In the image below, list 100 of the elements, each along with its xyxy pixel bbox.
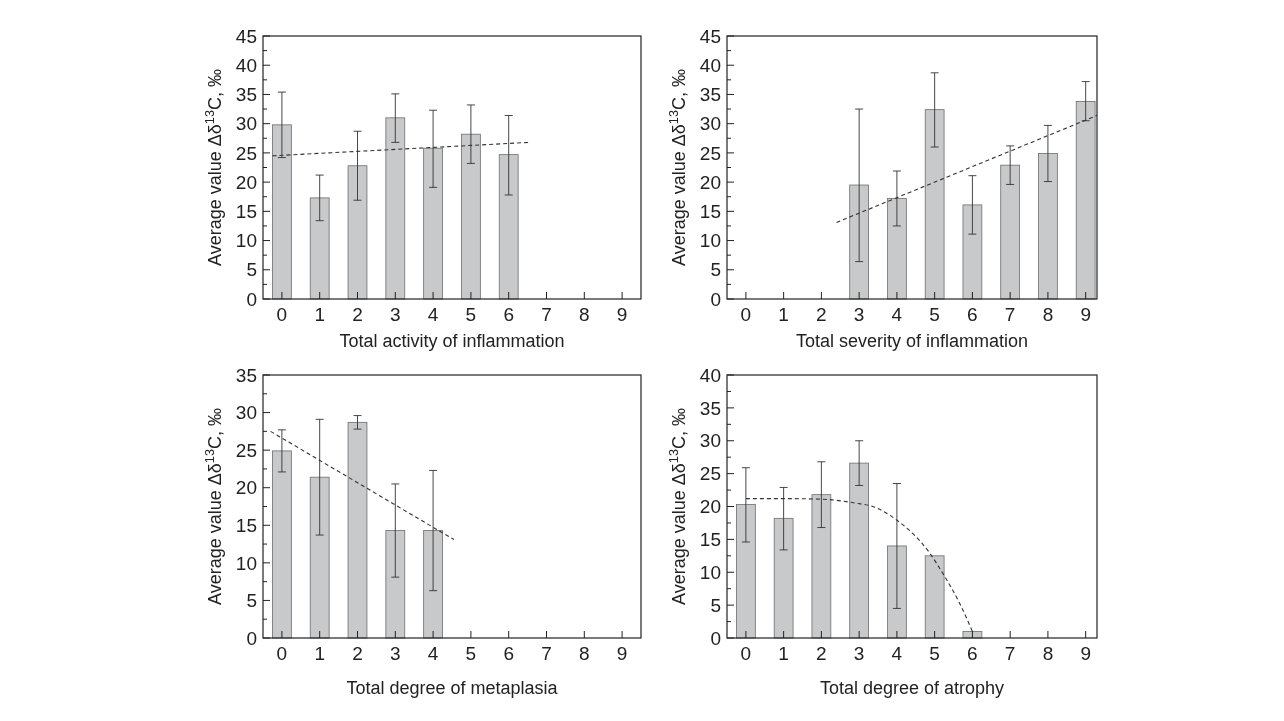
x-tick-label: 5 bbox=[929, 643, 940, 664]
x-tick-label: 5 bbox=[465, 304, 477, 325]
y-tick-label: 10 bbox=[699, 230, 721, 252]
bar bbox=[962, 204, 983, 300]
y-tick-label: 10 bbox=[235, 230, 257, 252]
x-tick-label: 1 bbox=[314, 304, 325, 325]
y-tick-label: 15 bbox=[699, 200, 721, 222]
bar bbox=[347, 421, 368, 639]
x-tick-label: 7 bbox=[1004, 304, 1016, 325]
y-tick-label: 25 bbox=[699, 142, 721, 164]
y-tick-label: 20 bbox=[235, 477, 257, 499]
x-tick-label: 0 bbox=[740, 304, 752, 325]
x-tick-label: 8 bbox=[579, 643, 590, 664]
x-axis-title: Total severity of inflammation bbox=[795, 331, 1029, 351]
bar bbox=[887, 198, 907, 300]
y-tick-label: 40 bbox=[699, 364, 721, 386]
x-axis-title: Total degree of metaplasia bbox=[346, 678, 559, 698]
y-tick-label: 15 bbox=[235, 514, 257, 536]
y-tick-label: 0 bbox=[710, 627, 721, 649]
x-tick-label: 9 bbox=[616, 643, 628, 664]
x-tick-label: 3 bbox=[390, 643, 401, 664]
y-tick-label: 5 bbox=[246, 590, 257, 612]
y-tick-label: 30 bbox=[235, 402, 257, 424]
bar bbox=[347, 165, 368, 300]
y-tick-label: 40 bbox=[235, 54, 257, 76]
bar bbox=[1075, 101, 1096, 300]
y-tick-label: 5 bbox=[710, 594, 721, 616]
bar bbox=[924, 109, 945, 300]
bar bbox=[385, 117, 406, 300]
y-tick-label: 35 bbox=[235, 364, 257, 386]
y-tick-label: 25 bbox=[235, 142, 257, 164]
y-tick-label: 20 bbox=[699, 171, 721, 193]
y-tick-label: 10 bbox=[235, 552, 257, 574]
bar bbox=[1038, 153, 1058, 300]
x-tick-label: 2 bbox=[352, 643, 363, 664]
x-tick-label: 3 bbox=[390, 304, 401, 325]
x-tick-label: 7 bbox=[541, 643, 552, 664]
y-tick-label: 15 bbox=[699, 529, 721, 551]
bar bbox=[924, 555, 945, 639]
y-tick-label: 45 bbox=[235, 25, 257, 47]
x-tick-label: 6 bbox=[503, 304, 514, 325]
y-tick-label: 10 bbox=[699, 561, 721, 583]
x-axis-title: Total activity of inflammation bbox=[339, 331, 565, 351]
bar bbox=[385, 530, 406, 639]
bar bbox=[461, 133, 481, 300]
x-tick-label: 3 bbox=[853, 643, 865, 664]
x-tick-label: 4 bbox=[427, 643, 439, 664]
bar bbox=[272, 124, 292, 300]
bar bbox=[309, 476, 330, 639]
y-tick-label: 20 bbox=[235, 171, 257, 193]
x-tick-label: 9 bbox=[1080, 304, 1091, 325]
x-tick-label: 6 bbox=[967, 304, 978, 325]
bar bbox=[849, 184, 869, 300]
x-tick-label: 2 bbox=[816, 304, 827, 325]
bar bbox=[272, 450, 292, 639]
y-tick-label: 0 bbox=[710, 288, 721, 310]
y-tick-label: 0 bbox=[246, 627, 257, 649]
bar bbox=[1000, 164, 1020, 300]
bar bbox=[811, 494, 832, 639]
x-tick-label: 0 bbox=[276, 304, 288, 325]
y-tick-label: 45 bbox=[699, 25, 721, 47]
bar bbox=[423, 147, 443, 300]
x-tick-label: 7 bbox=[1004, 643, 1016, 664]
x-tick-label: 1 bbox=[778, 643, 789, 664]
y-tick-label: 35 bbox=[235, 84, 257, 106]
x-tick-label: 8 bbox=[1042, 304, 1054, 325]
x-tick-label: 3 bbox=[853, 304, 865, 325]
bar bbox=[887, 545, 907, 639]
y-tick-label: 25 bbox=[235, 439, 257, 461]
y-tick-label: 20 bbox=[699, 496, 721, 518]
x-tick-label: 4 bbox=[427, 304, 439, 325]
y-tick-label: 35 bbox=[699, 84, 721, 106]
y-tick-label: 30 bbox=[699, 430, 721, 452]
x-tick-label: 8 bbox=[579, 304, 590, 325]
y-tick-label: 5 bbox=[710, 259, 721, 281]
bar bbox=[423, 530, 443, 639]
y-tick-label: 5 bbox=[246, 259, 257, 281]
x-tick-label: 2 bbox=[816, 643, 827, 664]
bar bbox=[736, 504, 756, 639]
y-tick-label: 40 bbox=[699, 54, 721, 76]
x-tick-label: 0 bbox=[276, 643, 288, 664]
y-tick-label: 30 bbox=[235, 113, 257, 135]
bar bbox=[309, 197, 330, 300]
x-tick-label: 9 bbox=[616, 304, 628, 325]
x-tick-label: 9 bbox=[1080, 643, 1091, 664]
x-tick-label: 5 bbox=[465, 643, 477, 664]
x-tick-label: 5 bbox=[929, 304, 940, 325]
x-tick-label: 7 bbox=[541, 304, 552, 325]
x-tick-label: 4 bbox=[891, 643, 903, 664]
x-tick-label: 1 bbox=[314, 643, 325, 664]
bar bbox=[773, 517, 794, 639]
x-tick-label: 4 bbox=[891, 304, 903, 325]
y-tick-label: 30 bbox=[699, 113, 721, 135]
bar bbox=[498, 154, 519, 300]
x-tick-label: 6 bbox=[967, 643, 978, 664]
y-tick-label: 0 bbox=[246, 288, 257, 310]
x-tick-label: 8 bbox=[1042, 643, 1054, 664]
x-tick-label: 1 bbox=[778, 304, 789, 325]
y-tick-label: 35 bbox=[699, 397, 721, 419]
x-axis-title: Total degree of atrophy bbox=[819, 678, 1005, 698]
